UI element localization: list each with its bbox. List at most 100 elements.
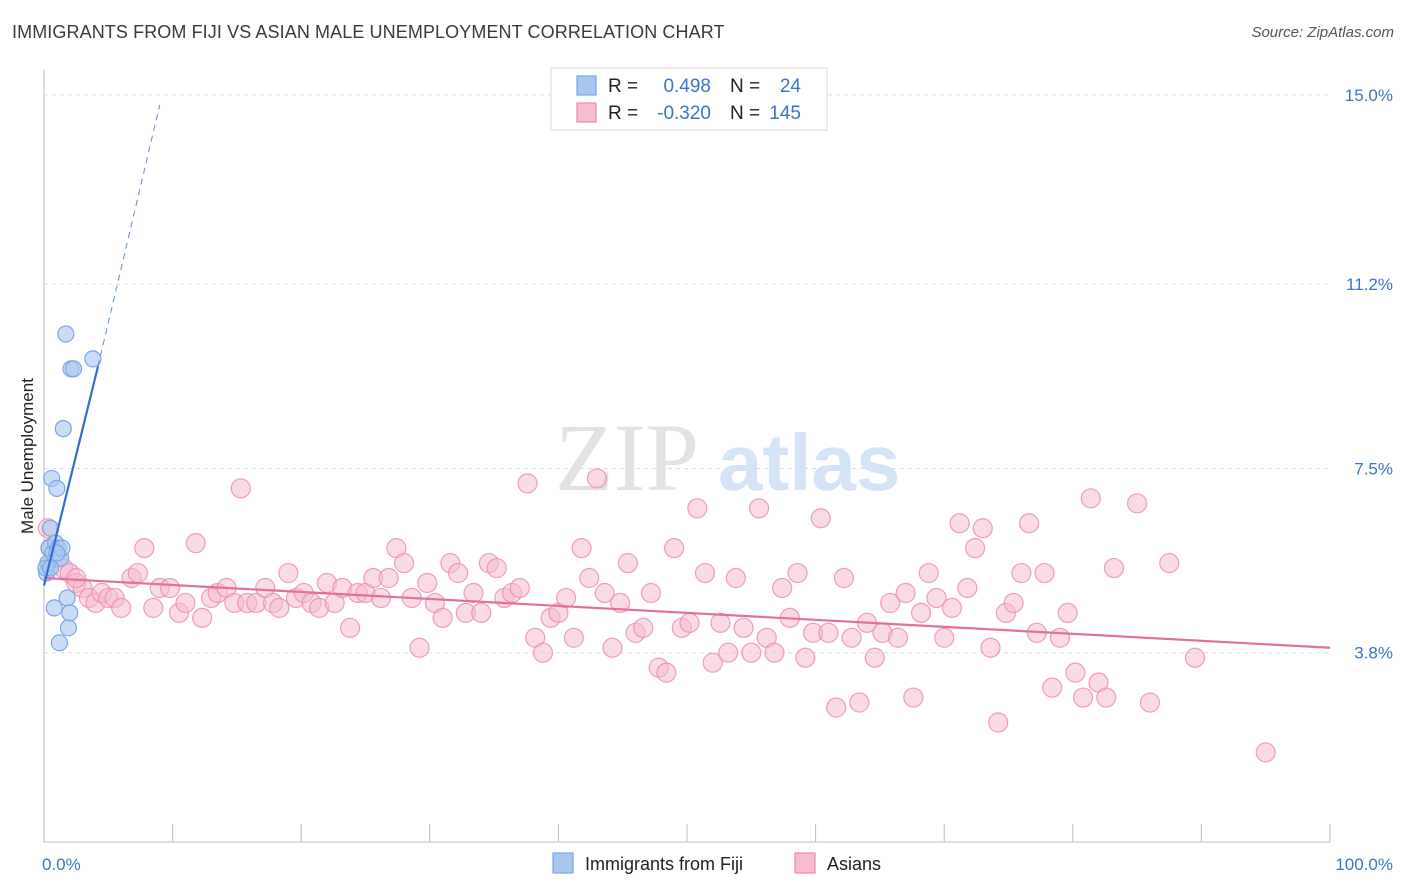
fiji-point-14 bbox=[57, 325, 75, 343]
bottom-legend-label-asians: Asians bbox=[827, 854, 881, 874]
stats-legend: R = 0.498 N = 24 R = -0.320 N = 145 bbox=[550, 67, 828, 131]
asians-point-75 bbox=[602, 637, 623, 658]
asians-point-45 bbox=[370, 587, 392, 609]
gridlines bbox=[44, 94, 1330, 654]
fiji-point-16 bbox=[59, 619, 78, 637]
asians-point-107 bbox=[849, 692, 870, 713]
asians-point-96 bbox=[764, 642, 785, 663]
asians-point-71 bbox=[571, 538, 592, 559]
asians-point-86 bbox=[687, 498, 708, 519]
asians-point-100 bbox=[795, 647, 816, 668]
y-tick-label-3: 15.0% bbox=[1345, 86, 1393, 105]
fiji-trend-line bbox=[42, 366, 100, 586]
bottom-legend-swatch-fiji bbox=[552, 852, 574, 874]
y-tick-label-2: 11.2% bbox=[1346, 275, 1393, 294]
asians-point-74 bbox=[594, 582, 615, 604]
asians-point-103 bbox=[818, 622, 839, 643]
asians-point-72 bbox=[579, 567, 600, 589]
asians-point-55 bbox=[447, 562, 469, 584]
legend-n-label-2: N = bbox=[730, 103, 760, 124]
asians-points bbox=[37, 468, 1276, 763]
asians-point-20 bbox=[175, 592, 196, 614]
asians-point-122 bbox=[964, 538, 986, 559]
legend-n-value-1: 24 bbox=[780, 76, 802, 97]
asians-point-143 bbox=[1159, 552, 1180, 574]
asians-point-118 bbox=[934, 627, 955, 648]
chart-source: Source: ZipAtlas.com bbox=[1251, 24, 1394, 41]
asians-point-93 bbox=[741, 642, 762, 663]
asians-point-135 bbox=[1065, 662, 1086, 683]
legend-r-value-2: -0.320 bbox=[657, 103, 711, 124]
asians-point-120 bbox=[949, 513, 970, 534]
asians-point-58 bbox=[471, 602, 492, 623]
asians-point-41 bbox=[339, 617, 361, 638]
asians-point-83 bbox=[664, 538, 685, 559]
asians-point-21 bbox=[185, 533, 206, 554]
legend-swatch-pink bbox=[576, 102, 597, 123]
fiji-point-6 bbox=[45, 599, 63, 617]
legend-swatch-blue bbox=[576, 75, 597, 96]
asians-point-60 bbox=[486, 557, 507, 579]
asians-point-63 bbox=[509, 577, 530, 599]
asians-point-22 bbox=[192, 607, 213, 628]
x-tick-labels: 0.0% 100.0% bbox=[42, 855, 1393, 874]
asians-point-104 bbox=[826, 697, 847, 718]
asians-point-50 bbox=[409, 637, 430, 658]
asians-point-18 bbox=[159, 577, 181, 599]
asians-point-70 bbox=[563, 627, 584, 648]
asians-point-106 bbox=[841, 627, 862, 648]
asians-point-134 bbox=[1057, 602, 1078, 623]
asians-point-51 bbox=[417, 572, 438, 594]
asians-point-142 bbox=[1139, 692, 1161, 713]
asians-point-92 bbox=[733, 617, 754, 638]
asians-point-121 bbox=[957, 577, 978, 599]
asians-point-132 bbox=[1042, 677, 1063, 698]
fiji-point-20 bbox=[84, 350, 102, 368]
asians-point-69 bbox=[556, 587, 577, 609]
asians-point-117 bbox=[926, 587, 947, 609]
asians-point-46 bbox=[378, 567, 399, 589]
asians-point-146 bbox=[66, 567, 87, 589]
y-tick-label-1: 7.5% bbox=[1354, 459, 1393, 478]
asians-point-48 bbox=[393, 552, 415, 574]
asians-point-99 bbox=[787, 562, 808, 584]
watermark-atlas: atlas bbox=[718, 418, 900, 507]
fiji-point-19 bbox=[64, 360, 83, 378]
bottom-legend-label-fiji: Immigrants from Fiji bbox=[585, 854, 743, 874]
asians-point-128 bbox=[1011, 562, 1032, 584]
asians-point-90 bbox=[718, 642, 739, 663]
asians-point-82 bbox=[656, 662, 677, 683]
legend-r-value-1: 0.498 bbox=[663, 76, 711, 97]
asians-point-133 bbox=[1049, 627, 1071, 648]
asians-point-27 bbox=[230, 478, 251, 499]
legend-n-value-2: 145 bbox=[769, 103, 801, 124]
asians-point-139 bbox=[1096, 687, 1117, 708]
asians-point-87 bbox=[694, 562, 716, 584]
asians-point-109 bbox=[864, 647, 885, 668]
asians-point-124 bbox=[980, 637, 1001, 658]
y-tick-label-0: 3.8% bbox=[1354, 644, 1393, 663]
legend-n-label-1: N = bbox=[730, 76, 760, 97]
fiji-point-10 bbox=[50, 634, 69, 652]
asians-point-119 bbox=[941, 597, 963, 619]
legend-box bbox=[550, 67, 828, 131]
fiji-trend-extension bbox=[97, 104, 161, 367]
fiji-point-17 bbox=[61, 604, 79, 622]
asians-point-88 bbox=[702, 652, 723, 673]
watermark: ZIP atlas bbox=[555, 404, 900, 511]
asians-point-112 bbox=[887, 627, 909, 648]
asians-point-53 bbox=[432, 607, 453, 628]
fiji-points bbox=[37, 325, 102, 652]
asians-point-85 bbox=[679, 612, 700, 633]
fiji-point-13 bbox=[54, 420, 72, 438]
x-tick-label-max: 100.0% bbox=[1335, 855, 1393, 874]
asians-point-105 bbox=[833, 567, 854, 589]
asians-point-16 bbox=[143, 597, 164, 619]
asians-point-115 bbox=[910, 602, 932, 623]
asians-point-94 bbox=[748, 498, 770, 519]
asians-point-141 bbox=[1126, 493, 1148, 514]
trend-lines bbox=[42, 104, 1331, 649]
y-axis-title: Male Unemployment bbox=[18, 378, 37, 534]
x-tick-label-min: 0.0% bbox=[42, 855, 81, 874]
